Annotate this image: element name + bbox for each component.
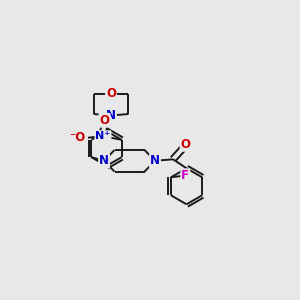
Text: N: N xyxy=(106,109,116,122)
Text: O: O xyxy=(181,138,190,151)
Text: O: O xyxy=(106,87,116,101)
Text: F: F xyxy=(181,169,189,182)
Text: O: O xyxy=(100,114,110,127)
Text: N⁺: N⁺ xyxy=(95,131,110,141)
Text: N: N xyxy=(150,154,160,167)
Text: ⁻O: ⁻O xyxy=(69,131,85,144)
Text: N: N xyxy=(99,154,109,167)
